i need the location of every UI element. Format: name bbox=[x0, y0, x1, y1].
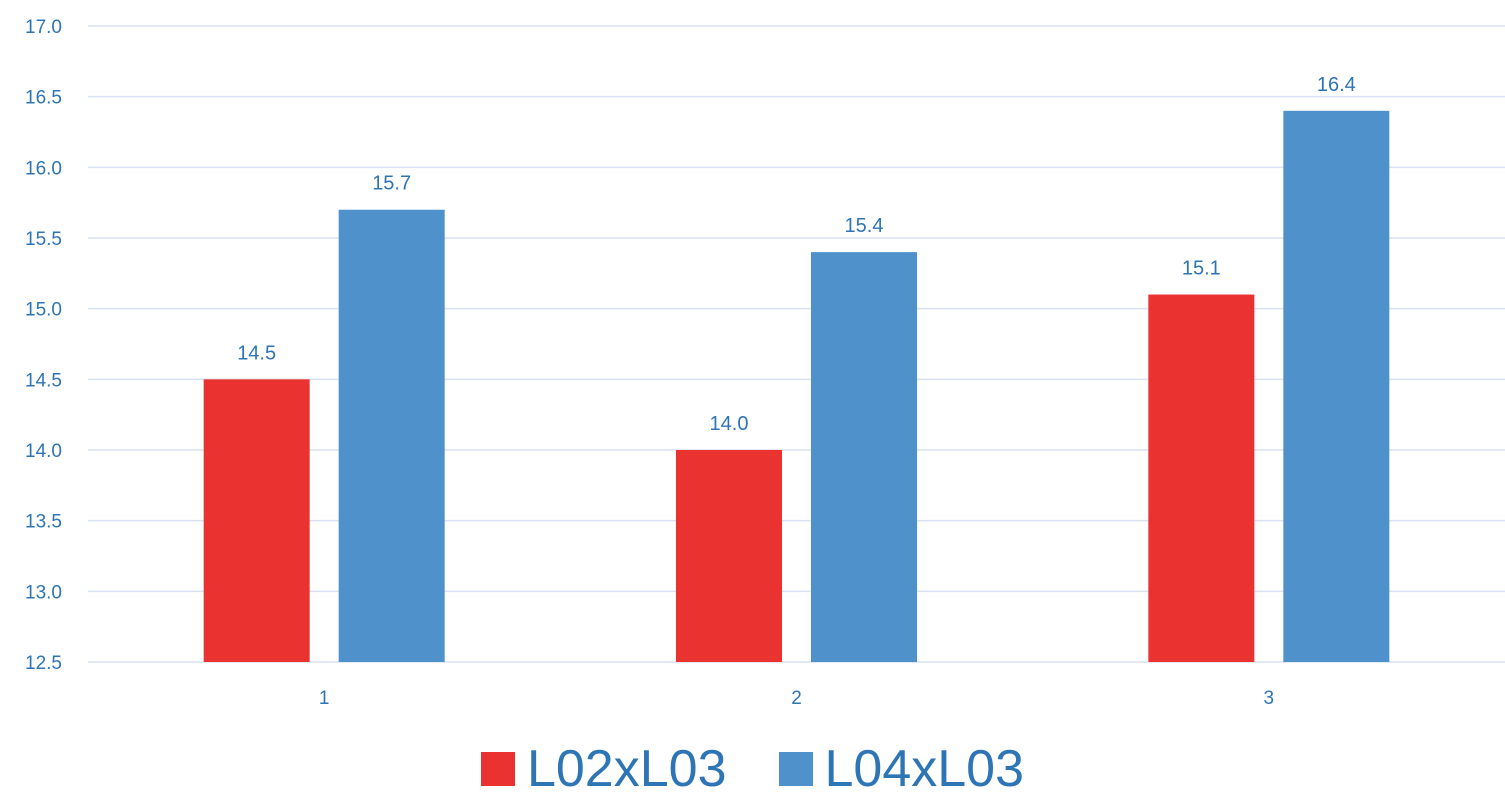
y-tick-label: 15.0 bbox=[25, 300, 62, 321]
data-label-series-1-cat-3: 15.1 bbox=[1182, 258, 1221, 280]
y-tick-label: 16.5 bbox=[25, 88, 62, 109]
legend-label-series-2: L04xL03 bbox=[824, 740, 1025, 798]
y-tick-label: 14.5 bbox=[25, 370, 62, 391]
legend-item-series-1: L02xL03 bbox=[480, 740, 727, 798]
y-tick-label: 13.5 bbox=[25, 512, 62, 533]
bar-series-2-cat-2 bbox=[811, 252, 917, 662]
data-label-series-2-cat-3: 16.4 bbox=[1317, 74, 1356, 96]
legend-label-series-1: L02xL03 bbox=[526, 740, 727, 798]
legend: L02xL03 L04xL03 bbox=[0, 738, 1505, 800]
bar-series-2-cat-1 bbox=[338, 209, 445, 662]
gridlines bbox=[88, 25, 1505, 663]
bar-series-1-cat-1 bbox=[203, 379, 310, 662]
legend-swatch-series-2 bbox=[778, 752, 813, 786]
data-label-series-1-cat-2: 14.0 bbox=[710, 413, 749, 435]
bar-series-1-cat-3 bbox=[1148, 294, 1255, 662]
bar-chart: 12.5 13.0 13.5 14.0 14.5 15.0 15.5 16.0 16.5 17.0… bbox=[25, 17, 1505, 709]
y-tick-label: 15.5 bbox=[25, 229, 62, 250]
y-tick-label: 14.0 bbox=[25, 441, 62, 462]
x-tick-label: 2 bbox=[791, 688, 802, 709]
legend-item-series-2: L04xL03 bbox=[778, 740, 1025, 798]
data-label-series-2-cat-2: 15.4 bbox=[845, 215, 884, 237]
x-tick-label: 1 bbox=[319, 688, 330, 709]
x-tick-label: 3 bbox=[1264, 688, 1275, 709]
y-tick-label: 16.0 bbox=[25, 158, 62, 179]
data-labels: 14.5 15.7 14.0 15.4 15.1 16.4 bbox=[237, 74, 1356, 435]
y-tick-label: 17.0 bbox=[25, 17, 62, 38]
data-label-series-1-cat-1: 14.5 bbox=[237, 342, 276, 364]
x-axis-tick-labels: 1 2 3 bbox=[319, 688, 1274, 709]
y-tick-label: 13.0 bbox=[25, 582, 62, 603]
y-tick-label: 12.5 bbox=[25, 653, 62, 674]
y-axis-tick-labels: 12.5 13.0 13.5 14.0 14.5 15.0 15.5 16.0 16.5 17.0 bbox=[25, 17, 62, 674]
bars bbox=[203, 110, 1390, 663]
data-label-series-2-cat-1: 15.7 bbox=[372, 173, 411, 195]
bar-series-2-cat-3 bbox=[1283, 110, 1390, 663]
bar-series-1-cat-2 bbox=[676, 450, 782, 662]
legend-swatch-series-1 bbox=[480, 752, 515, 786]
